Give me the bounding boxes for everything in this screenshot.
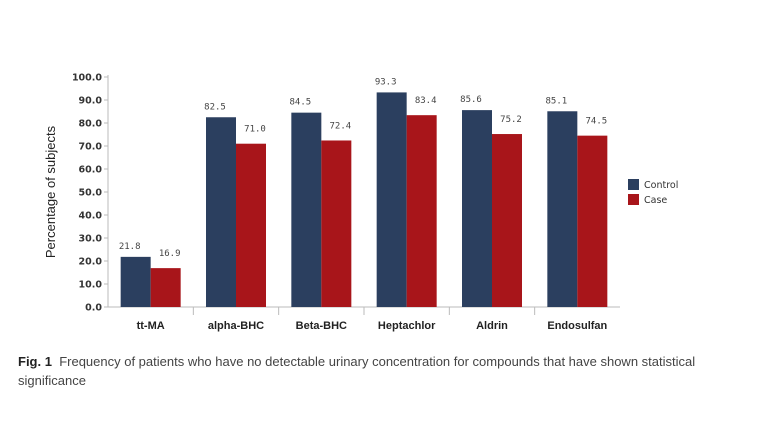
y-tick-label: 0.0	[85, 303, 102, 314]
bar-case	[321, 140, 352, 307]
bar-control	[376, 92, 407, 307]
legend-swatch-control	[628, 179, 639, 190]
figure-caption: Fig. 1 Frequency of patients who have no…	[18, 352, 738, 390]
data-label: 82.5	[204, 102, 226, 112]
legend-label-case: Case	[644, 195, 667, 206]
x-tick-label: Heptachlor	[378, 320, 436, 332]
bar-control	[206, 117, 236, 307]
caption-label: Fig. 1	[18, 354, 52, 369]
y-tick-label: 70.0	[79, 142, 103, 153]
x-tick-label: tt-MA	[137, 320, 165, 332]
bar-control	[462, 110, 492, 308]
x-tick-label: Aldrin	[476, 320, 508, 332]
bar-control	[291, 112, 322, 308]
data-label: 85.6	[460, 95, 482, 105]
data-label: 74.5	[585, 117, 607, 127]
y-tick-label: 90.0	[79, 96, 103, 107]
y-tick-label: 80.0	[79, 119, 103, 130]
x-tick-label: Endosulfan	[547, 320, 607, 332]
legend-label-control: Control	[644, 180, 678, 191]
data-label: 71.0	[244, 125, 266, 135]
bar-control	[547, 111, 578, 308]
bar-control	[120, 256, 151, 307]
y-tick-label: 30.0	[79, 234, 103, 245]
bar-chart: 0.0 10.0 20.0 30.0 40.0 50.0 60.0 70.0 80.0 90.0 1…	[43, 73, 678, 333]
x-tick-label: Beta-BHC	[296, 320, 347, 332]
bar-case	[150, 268, 181, 307]
data-label: 83.4	[415, 96, 437, 106]
y-tick-label: 40.0	[79, 211, 103, 222]
data-label: 16.9	[159, 249, 181, 259]
data-label: 85.1	[545, 96, 567, 106]
data-label: 84.5	[289, 98, 311, 108]
bar-case	[406, 115, 437, 308]
bar-case	[577, 135, 608, 307]
data-label: 75.2	[500, 115, 522, 125]
data-label: 93.3	[375, 77, 397, 87]
legend-swatch-case	[628, 194, 639, 205]
y-axis-label: Percentage of subjects	[43, 125, 58, 258]
y-tick-label: 100.0	[72, 73, 102, 84]
data-label: 21.8	[119, 242, 141, 252]
x-tick-label: alpha-BHC	[208, 320, 264, 332]
y-tick-label: 20.0	[79, 257, 103, 268]
bar-case	[236, 143, 266, 307]
data-label: 72.4	[329, 121, 351, 131]
bar-case	[492, 134, 522, 307]
caption-text: Frequency of patients who have no detect…	[18, 354, 696, 388]
y-tick-label: 50.0	[79, 188, 103, 199]
y-tick-label: 10.0	[79, 280, 103, 291]
y-tick-label: 60.0	[79, 165, 103, 176]
